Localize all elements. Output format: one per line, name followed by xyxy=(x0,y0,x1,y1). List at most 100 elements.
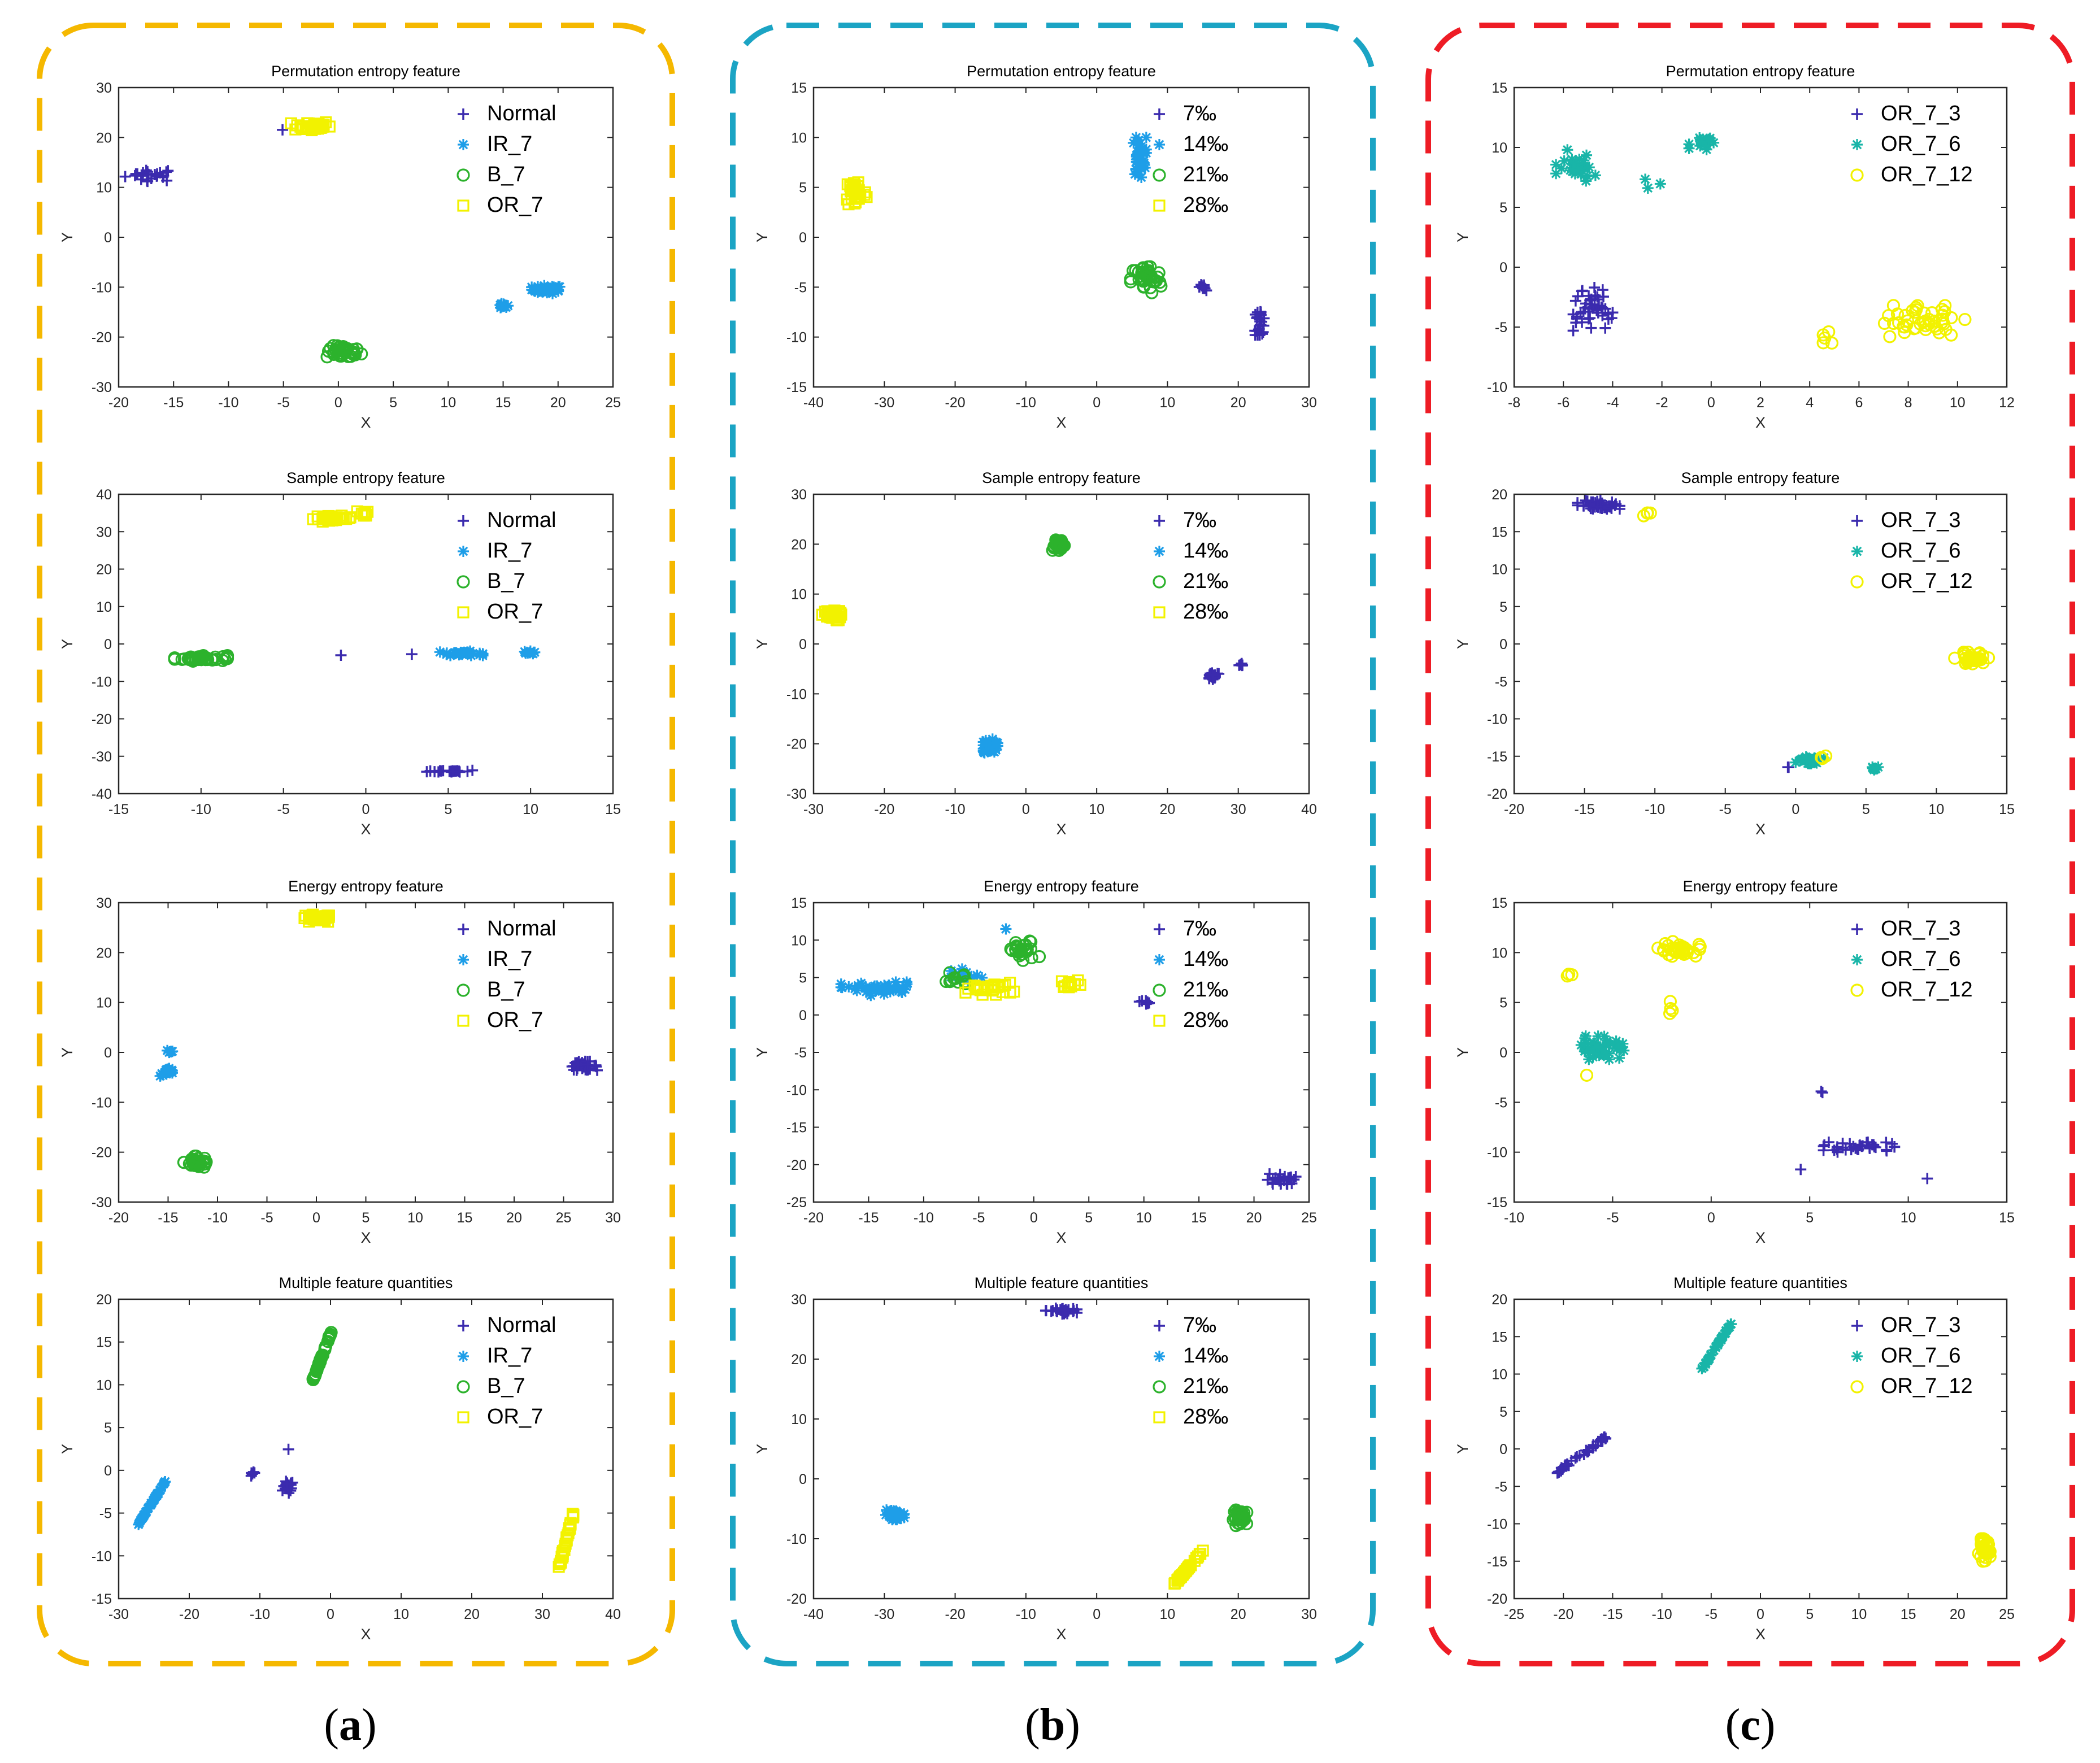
y-tick-label: -5 xyxy=(794,1045,807,1061)
data-points xyxy=(1572,495,1995,776)
y-tick-label: 5 xyxy=(1499,200,1507,216)
x-tick-label: 15 xyxy=(495,395,511,411)
data-point xyxy=(981,737,993,749)
legend-label: 14‰ xyxy=(1183,947,1228,971)
x-tick-label: 20 xyxy=(464,1607,480,1622)
x-tick-label: 0 xyxy=(1707,395,1715,411)
x-tick-label: -40 xyxy=(803,395,824,411)
data-point xyxy=(1936,308,1950,322)
x-tick-label: 0 xyxy=(1756,1607,1764,1622)
data-point xyxy=(1564,164,1576,176)
data-point xyxy=(1637,509,1651,523)
data-point xyxy=(477,650,489,661)
y-axis-label: Y xyxy=(1454,639,1471,649)
data-point xyxy=(886,1514,898,1526)
data-point xyxy=(1692,938,1706,951)
x-tick-label: 5 xyxy=(444,802,452,817)
plot-area xyxy=(118,493,614,795)
data-point xyxy=(1816,328,1830,342)
series-OR_7 xyxy=(307,505,374,528)
legend-marker xyxy=(1154,954,1165,965)
x-tick-label: -20 xyxy=(803,1210,824,1226)
data-points xyxy=(880,1302,1254,1590)
series-OR_7_3 xyxy=(1572,495,1794,773)
legend-marker xyxy=(456,983,470,997)
y-tick-label: -5 xyxy=(99,1506,112,1522)
data-point xyxy=(895,1513,907,1525)
data-point xyxy=(1572,164,1584,176)
data-point xyxy=(1137,265,1151,280)
data-point xyxy=(1819,749,1833,763)
data-point xyxy=(1571,313,1582,325)
y-axis-label: Y xyxy=(754,639,771,649)
x-tick-label: 5 xyxy=(362,1210,370,1226)
x-axis-label: X xyxy=(360,1626,371,1643)
x-axis-label: X xyxy=(360,1229,371,1246)
data-point xyxy=(1585,322,1597,334)
legend-label: OR_7_3 xyxy=(1881,102,1961,125)
series-28‰ xyxy=(841,176,873,211)
data-points xyxy=(1551,1318,1997,1568)
data-points xyxy=(133,1326,580,1573)
y-axis-label: Y xyxy=(1454,1047,1471,1057)
data-point xyxy=(855,977,867,989)
data-point xyxy=(1267,1177,1279,1189)
legend-label: IR_7 xyxy=(487,1344,532,1368)
subplot-b2: Sample entropy feature -30 -20 -10 0 10 20 30 40… xyxy=(754,469,1317,838)
data-point xyxy=(1588,1044,1600,1056)
data-point xyxy=(1703,1352,1715,1364)
data-point xyxy=(1195,279,1207,291)
data-point xyxy=(1045,1305,1057,1317)
data-point xyxy=(940,974,953,989)
data-point xyxy=(997,980,1009,992)
data-point xyxy=(146,1498,158,1509)
y-tick-label: -25 xyxy=(786,1195,807,1211)
legend: Normal IR_7 B_7 OR_7 xyxy=(456,917,556,1032)
data-point xyxy=(449,647,461,659)
y-tick-label: 10 xyxy=(96,599,112,615)
y-tick-label: 30 xyxy=(791,1292,807,1308)
y-tick-label: 10 xyxy=(96,1377,112,1393)
legend-marker xyxy=(1851,546,1863,557)
subplot-c4: Multiple feature quantities-25 -20 -15 -10-… xyxy=(1454,1274,2015,1643)
panel-labels: (a) (b) (c) xyxy=(324,1700,1775,1750)
data-point xyxy=(582,1059,594,1070)
data-point xyxy=(1883,330,1897,343)
subplot-a1: Permutation entropy feature -20 -15 -10 -5 0 5… xyxy=(59,63,621,431)
y-tick-label: -20 xyxy=(786,737,807,752)
series-IR_7 xyxy=(154,1044,179,1082)
data-point xyxy=(1593,1050,1605,1061)
series-28‰ xyxy=(959,974,1086,1001)
subplot-grid: Permutation entropy feature-20 -15 -10 -5 0 5… xyxy=(59,63,2015,1643)
data-points xyxy=(816,533,1249,759)
x-tick-label: 30 xyxy=(1231,802,1246,817)
legend-marker xyxy=(1154,108,1165,120)
x-tick-label: 15 xyxy=(457,1210,473,1226)
data-point xyxy=(1651,941,1665,955)
data-point xyxy=(1618,1044,1630,1056)
data-point xyxy=(560,1531,573,1544)
legend: 7‰ 14‰ 21‰ 28‰ xyxy=(1153,917,1228,1032)
series-Normal xyxy=(335,648,479,778)
x-tick-label: -10 xyxy=(1645,802,1665,817)
y-tick-label: -5 xyxy=(794,280,807,295)
legend-marker xyxy=(1153,1015,1166,1027)
data-point xyxy=(319,513,332,525)
data-point xyxy=(500,302,512,314)
data-point xyxy=(1133,138,1145,150)
x-axis-label: X xyxy=(1056,1626,1066,1643)
data-point xyxy=(1880,1144,1892,1156)
data-point xyxy=(957,968,971,982)
x-tick-label: -15 xyxy=(108,802,129,817)
y-tick-label: 0 xyxy=(104,637,112,652)
x-tick-label: -10 xyxy=(945,802,966,817)
legend-marker xyxy=(1851,108,1863,120)
y-tick-label: 0 xyxy=(799,230,807,246)
data-point xyxy=(1565,968,1579,982)
x-tick-label: 10 xyxy=(407,1210,423,1226)
panel-frame-a xyxy=(37,23,675,1666)
chart-title: Energy entropy feature xyxy=(288,878,444,895)
data-point xyxy=(154,1484,166,1496)
data-point xyxy=(1555,163,1567,175)
panel-label-c: (c) xyxy=(1725,1700,1776,1750)
